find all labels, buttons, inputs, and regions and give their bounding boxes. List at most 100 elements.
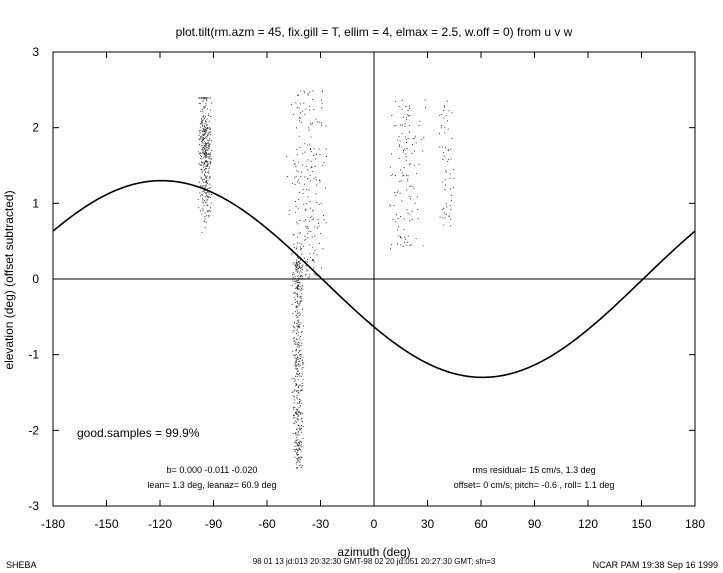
- scatter-point: [441, 146, 443, 148]
- scatter-point: [396, 243, 398, 245]
- scatter-point: [206, 161, 208, 163]
- scatter-point: [321, 124, 322, 126]
- scatter-point: [315, 273, 317, 275]
- scatter-point: [439, 133, 440, 135]
- y-axis-ticks: -3 -2 -1 0 1 2 3: [28, 45, 695, 513]
- scatter-point: [295, 265, 297, 267]
- scatter-point: [205, 166, 207, 168]
- scatter-point: [298, 198, 300, 200]
- scatter-point: [295, 206, 297, 208]
- scatter-point: [207, 133, 209, 135]
- scatter-point: [293, 326, 295, 328]
- scatter-point: [203, 128, 205, 130]
- scatter-point: [202, 124, 204, 126]
- scatter-point: [301, 171, 302, 173]
- scatter-point: [294, 355, 296, 357]
- scatter-point: [199, 181, 201, 183]
- scatter-point: [304, 209, 306, 211]
- scatter-point: [294, 343, 296, 345]
- x-tick-label: -120: [148, 517, 172, 531]
- scatter-point: [314, 249, 316, 251]
- scatter-point: [405, 139, 407, 141]
- scatter-point: [199, 123, 201, 125]
- scatter-point: [300, 418, 302, 420]
- scatter-point: [200, 155, 202, 156]
- scatter-point: [210, 97, 212, 99]
- scatter-point: [204, 190, 206, 192]
- scatter-point: [408, 125, 410, 126]
- scatter-point: [204, 145, 206, 147]
- scatter-point: [302, 425, 304, 427]
- scatter-point: [307, 93, 309, 95]
- scatter-point: [200, 110, 202, 112]
- scatter-point: [209, 176, 211, 178]
- scatter-point: [396, 139, 398, 141]
- scatter-point: [302, 356, 304, 358]
- scatter-point: [298, 303, 300, 305]
- scatter-point: [400, 124, 402, 126]
- scatter-point: [297, 450, 299, 451]
- scatter-point: [299, 266, 301, 268]
- scatter-point: [202, 116, 204, 118]
- scatter-point: [298, 284, 300, 286]
- scatter-point: [210, 158, 212, 160]
- scatter-point: [293, 408, 294, 410]
- scatter-point: [307, 233, 309, 235]
- scatter-point: [210, 202, 212, 204]
- scatter-point: [296, 309, 298, 311]
- scatter-point: [204, 227, 206, 229]
- scatter-point: [307, 196, 309, 198]
- scatter-point: [422, 245, 424, 247]
- scatter-point: [201, 145, 203, 147]
- scatter-point: [296, 268, 298, 270]
- scatter-point: [202, 138, 204, 140]
- x-tick-label: 150: [631, 517, 651, 531]
- scatter-point: [208, 144, 210, 146]
- scatter-point: [294, 163, 296, 165]
- scatter-point: [300, 276, 302, 278]
- scatter-point: [301, 360, 303, 362]
- scatter-point: [402, 175, 404, 177]
- scatter-point: [310, 160, 312, 162]
- scatter-point: [296, 263, 298, 265]
- scatter-point: [397, 191, 399, 193]
- scatter-point: [295, 341, 297, 343]
- scatter-point: [296, 314, 298, 316]
- scatter-point: [203, 134, 205, 136]
- scatter-point: [307, 228, 309, 229]
- scatter-point: [297, 409, 299, 411]
- scatter-point: [295, 287, 297, 289]
- scatter-point: [205, 116, 207, 118]
- scatter-point: [297, 358, 299, 360]
- scatter-point: [312, 258, 314, 260]
- scatter-point: [296, 300, 298, 302]
- scatter-point: [418, 163, 420, 165]
- scatter-point: [297, 442, 299, 443]
- scatter-point: [204, 216, 206, 218]
- scatter-point: [304, 92, 306, 94]
- scatter-point: [451, 112, 453, 114]
- x-tick-label: 60: [474, 517, 488, 531]
- scatter-point: [205, 130, 206, 132]
- scatter-point: [294, 280, 296, 282]
- scatter-point: [406, 116, 407, 118]
- scatter-point: [309, 175, 311, 177]
- scatter-point: [199, 164, 201, 166]
- b-coefficients-annotation: b= 0.000 -0.011 -0.020: [167, 465, 258, 475]
- scatter-point: [200, 164, 202, 166]
- scatter-point: [297, 411, 299, 413]
- scatter-point: [306, 189, 308, 190]
- scatter-point: [209, 177, 211, 179]
- scatter-point: [296, 445, 298, 447]
- scatter-point: [314, 226, 316, 228]
- scatter-point: [296, 170, 298, 172]
- scatter-point: [206, 198, 208, 200]
- scatter-point: [452, 168, 454, 170]
- scatter-point: [204, 218, 206, 220]
- scatter-point: [292, 325, 294, 327]
- scatter-point: [201, 164, 203, 166]
- scatter-point: [299, 263, 301, 265]
- scatter-point: [409, 163, 411, 165]
- scatter-point: [392, 173, 393, 175]
- scatter-point: [301, 243, 303, 245]
